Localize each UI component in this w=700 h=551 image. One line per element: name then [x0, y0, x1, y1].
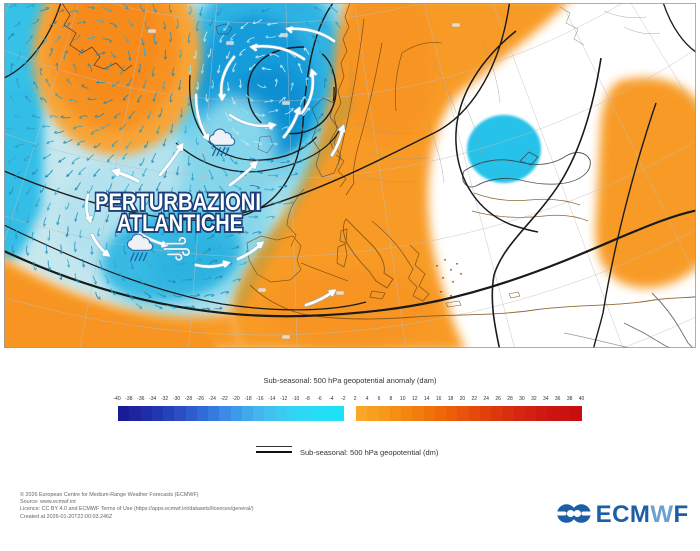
svg-text:ATLANTICHE: ATLANTICHE	[117, 210, 243, 237]
svg-text:ECMWF: ECMWF	[596, 502, 689, 527]
svg-text:PERTURBAZIONI: PERTURBAZIONI	[95, 189, 261, 216]
